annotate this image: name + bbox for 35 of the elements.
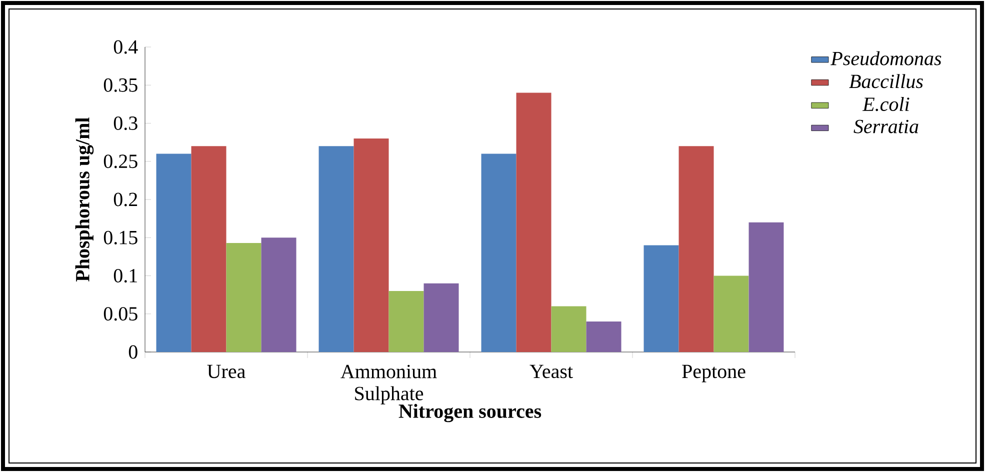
x-tick-label: Ammonium Sulphate: [340, 364, 437, 404]
bar: [586, 322, 622, 352]
y-axis-title: Phosphorous ug/ml: [75, 118, 94, 282]
x-axis-title: Nitrogen sources: [398, 404, 542, 422]
y-tick-label: 0.25: [104, 154, 138, 168]
x-tick-label: Urea: [207, 364, 246, 378]
x-tick-label: Peptone: [682, 364, 746, 382]
y-tick-label: 0.35: [104, 78, 138, 92]
y-tick-label: 0.15: [104, 230, 138, 244]
legend-label: Serratia: [854, 120, 918, 134]
bar: [714, 276, 749, 352]
bar: [748, 222, 784, 352]
y-tick-label: 0: [128, 345, 138, 359]
bar: [481, 154, 516, 352]
x-tick-label: Yeast: [530, 364, 573, 378]
y-tick-label: 0.3: [114, 116, 138, 130]
bar: [678, 146, 714, 352]
y-tick-label: 0.2: [114, 192, 138, 206]
bar: [354, 138, 389, 352]
bar: [424, 283, 459, 352]
y-tick-label: 0.1: [114, 268, 137, 283]
bar: [388, 291, 424, 352]
legend-label: Baccillus: [849, 74, 923, 88]
bar: [261, 238, 296, 352]
y-tick-label: 0.05: [104, 307, 138, 321]
legend-label: E.coli: [862, 96, 910, 112]
legend-label: Pseudomonas: [830, 51, 942, 66]
bar: [191, 146, 226, 352]
bar: [644, 245, 679, 352]
bar: [226, 242, 262, 352]
bar: [516, 92, 552, 352]
y-tick-label: 0.4: [114, 40, 138, 54]
bar: [156, 154, 192, 352]
bar: [551, 306, 586, 352]
bar: [318, 146, 354, 352]
